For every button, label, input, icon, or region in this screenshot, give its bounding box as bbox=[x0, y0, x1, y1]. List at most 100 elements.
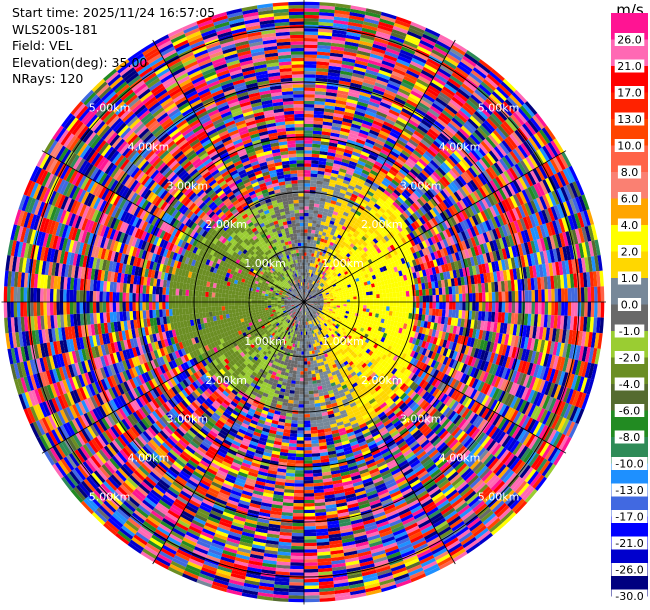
velocity-gate bbox=[405, 307, 410, 313]
velocity-gate bbox=[304, 123, 314, 128]
velocity-gate bbox=[587, 287, 592, 302]
velocity-gate bbox=[326, 155, 335, 160]
velocity-gate bbox=[313, 286, 317, 290]
velocity-gate bbox=[306, 285, 308, 290]
velocity-gate bbox=[306, 282, 309, 286]
velocity-gate bbox=[330, 46, 345, 51]
velocity-gate bbox=[357, 240, 363, 246]
velocity-gate bbox=[362, 24, 378, 32]
velocity-gate bbox=[381, 146, 392, 154]
velocity-gate bbox=[354, 166, 364, 173]
velocity-gate bbox=[460, 125, 472, 137]
velocity-gate bbox=[344, 44, 359, 51]
velocity-gate bbox=[392, 163, 401, 172]
velocity-gate bbox=[444, 83, 458, 94]
velocity-gate bbox=[321, 275, 325, 279]
velocity-gate bbox=[350, 227, 357, 233]
velocity-gate bbox=[372, 294, 377, 299]
velocity-gate bbox=[386, 171, 396, 180]
velocity-gate bbox=[393, 64, 408, 73]
velocity-gate bbox=[334, 269, 339, 274]
velocity-gate bbox=[399, 152, 409, 161]
velocity-gate bbox=[434, 120, 446, 131]
velocity-gate bbox=[396, 139, 407, 147]
velocity-gate bbox=[474, 64, 489, 77]
velocity-gate bbox=[327, 72, 341, 78]
velocity-gate bbox=[495, 302, 499, 313]
velocity-gate bbox=[336, 267, 341, 272]
velocity-gate bbox=[312, 130, 322, 135]
velocity-gate bbox=[509, 94, 523, 108]
velocity-gate bbox=[333, 263, 338, 268]
velocity-gate bbox=[445, 302, 450, 310]
velocity-gate bbox=[393, 122, 405, 131]
velocity-gate bbox=[313, 127, 323, 132]
velocity-gate bbox=[346, 31, 361, 38]
velocity-gate bbox=[580, 302, 585, 317]
velocity-gate bbox=[434, 73, 448, 84]
velocity-gate bbox=[354, 221, 361, 228]
velocity-gate bbox=[469, 134, 481, 146]
velocity-gate bbox=[445, 309, 449, 318]
velocity-gate bbox=[312, 140, 321, 145]
velocity-gate bbox=[378, 207, 386, 214]
velocity-gate bbox=[452, 294, 456, 302]
velocity-gate bbox=[368, 287, 373, 292]
velocity-gate bbox=[357, 47, 372, 54]
velocity-gate bbox=[511, 92, 525, 106]
velocity-gate bbox=[368, 59, 382, 67]
velocity-gate bbox=[304, 44, 318, 49]
velocity-gate bbox=[425, 164, 435, 174]
velocity-gate bbox=[310, 256, 314, 260]
velocity-gate bbox=[422, 153, 433, 163]
velocity-gate bbox=[325, 257, 329, 262]
velocity-gate bbox=[327, 148, 337, 154]
velocity-gate bbox=[317, 45, 331, 50]
velocity-gate bbox=[375, 235, 381, 242]
velocity-gate bbox=[403, 40, 419, 49]
velocity-gate bbox=[448, 286, 453, 295]
velocity-gate bbox=[371, 312, 376, 318]
velocity-gate bbox=[498, 291, 502, 302]
velocity-gate bbox=[308, 209, 314, 214]
velocity-gate bbox=[359, 175, 367, 182]
velocity-gate bbox=[308, 272, 311, 277]
velocity-gate bbox=[309, 262, 313, 267]
velocity-gate bbox=[315, 84, 327, 89]
velocity-gate bbox=[422, 302, 427, 309]
velocity-gate bbox=[349, 243, 355, 248]
velocity-gate bbox=[325, 270, 329, 274]
velocity-gate bbox=[313, 120, 323, 125]
velocity-gate bbox=[463, 123, 475, 134]
velocity-gate bbox=[333, 259, 338, 264]
velocity-gate bbox=[383, 143, 394, 151]
velocity-gate bbox=[355, 184, 363, 191]
velocity-gate bbox=[314, 197, 321, 201]
velocity-gate bbox=[339, 264, 344, 269]
velocity-gate bbox=[304, 216, 309, 220]
velocity-gate bbox=[406, 69, 420, 79]
velocity-gate bbox=[398, 52, 413, 61]
velocity-gate bbox=[333, 19, 349, 25]
velocity-gate bbox=[310, 269, 313, 274]
velocity-gate bbox=[404, 102, 417, 111]
velocity-gate bbox=[342, 57, 356, 64]
velocity-gate bbox=[327, 267, 331, 272]
velocity-gate bbox=[307, 265, 310, 270]
velocity-gate bbox=[419, 99, 432, 109]
velocity-gate bbox=[311, 160, 319, 165]
velocity-gate bbox=[350, 79, 363, 86]
velocity-gate bbox=[318, 231, 323, 236]
velocity-gate bbox=[305, 278, 307, 283]
velocity-gate bbox=[411, 192, 420, 201]
velocity-gate bbox=[304, 282, 307, 286]
velocity-gate bbox=[317, 234, 322, 239]
velocity-gate bbox=[387, 41, 403, 50]
velocity-gate bbox=[447, 50, 463, 62]
velocity-gate bbox=[335, 180, 343, 186]
velocity-gate bbox=[416, 45, 432, 55]
velocity-gate bbox=[380, 204, 388, 212]
velocity-gate bbox=[310, 166, 319, 171]
velocity-gate bbox=[361, 235, 367, 242]
velocity-gate bbox=[351, 175, 359, 182]
